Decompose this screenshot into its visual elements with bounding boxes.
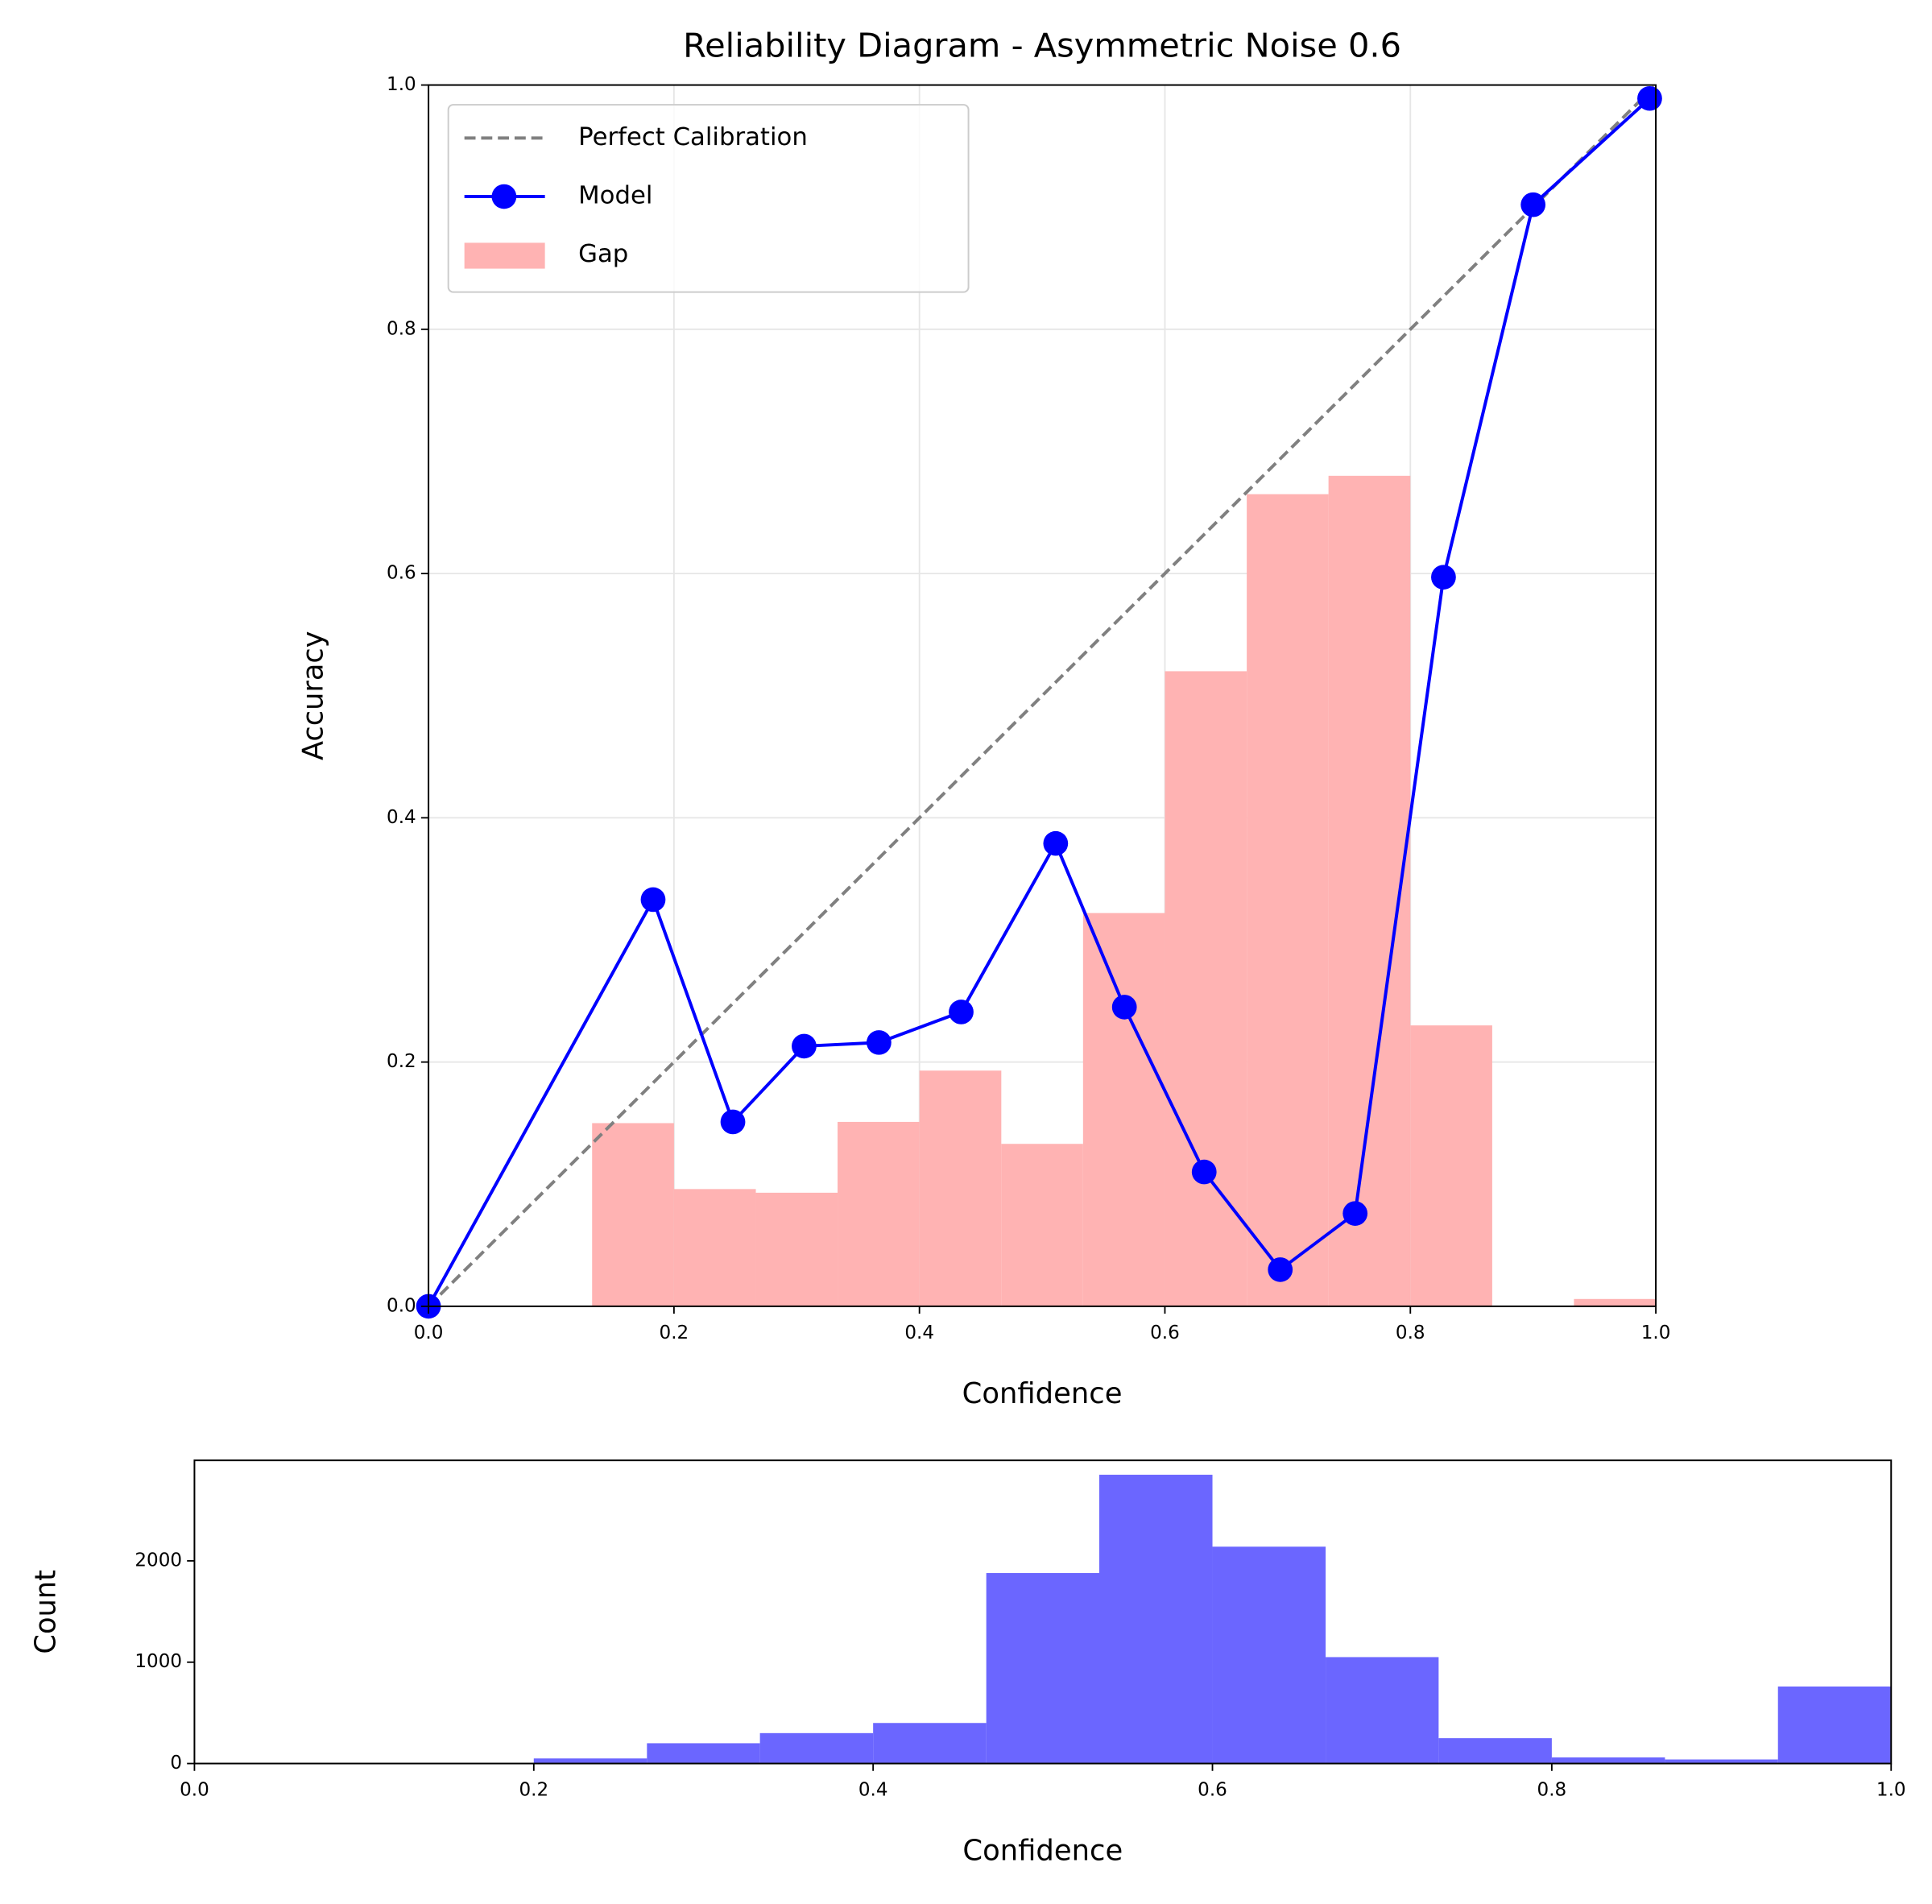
x-tick-label: 0.6 — [1150, 1322, 1180, 1343]
data-point — [867, 1030, 892, 1055]
y-axis-label: Accuracy — [297, 631, 330, 760]
y-tick-label: 0.2 — [387, 1051, 416, 1072]
series-line — [427, 97, 1651, 1307]
x-tick-label: 0.0 — [180, 1780, 209, 1801]
bar — [1001, 1144, 1083, 1306]
y-tick-label: 1.0 — [387, 74, 416, 95]
bar — [755, 1192, 838, 1306]
bar — [919, 1070, 1002, 1306]
y-axis-label: Count — [29, 1570, 62, 1654]
x-tick-label: 0.4 — [904, 1322, 934, 1343]
x-tick-label: 0.4 — [858, 1780, 888, 1801]
data-point — [1043, 830, 1069, 856]
y-tick-label: 0.6 — [387, 563, 416, 584]
axes-frame — [193, 1459, 1893, 1765]
legend-swatch — [464, 242, 545, 269]
series-line — [427, 84, 1657, 1308]
x-tick-label: 0.8 — [1537, 1780, 1567, 1801]
data-point — [1431, 565, 1456, 590]
bar — [1410, 1025, 1492, 1306]
x-tick-label: 0.8 — [1396, 1322, 1425, 1343]
y-tick-label: 0.8 — [387, 318, 416, 339]
x-axis-label: Confidence — [962, 1835, 1123, 1868]
bar — [1099, 1475, 1213, 1764]
data-point — [1111, 995, 1137, 1020]
bar — [1326, 1657, 1439, 1764]
bar — [1777, 1686, 1892, 1764]
data-point — [1268, 1257, 1293, 1282]
bar — [1212, 1546, 1326, 1764]
bar — [533, 1758, 647, 1764]
legend: Perfect Calibration Model Gap — [447, 104, 970, 293]
bar — [592, 1123, 674, 1306]
bar — [759, 1732, 874, 1764]
y-tick-label: 0.0 — [387, 1295, 416, 1316]
x-tick-label: 1.0 — [1641, 1322, 1671, 1343]
bar — [1165, 671, 1247, 1306]
legend-label: Model — [578, 182, 652, 210]
bar — [986, 1573, 1100, 1764]
y-tick-label: 1000 — [134, 1651, 182, 1672]
y-tick-label: 2000 — [134, 1550, 182, 1571]
legend-label: Perfect Calibration — [578, 123, 808, 151]
x-axis-label: Confidence — [962, 1377, 1123, 1410]
legend-marker — [491, 184, 517, 209]
y-tick-label: 0.4 — [387, 807, 416, 828]
data-point — [1637, 85, 1662, 111]
data-point — [1342, 1201, 1368, 1226]
axes-frame — [428, 84, 1657, 1307]
bar — [1247, 494, 1329, 1306]
bar — [1438, 1738, 1552, 1764]
y-tick-label: 0 — [170, 1753, 182, 1774]
bar — [1551, 1757, 1665, 1764]
x-tick-label: 0.2 — [519, 1780, 548, 1801]
bar — [1082, 913, 1165, 1306]
data-point — [640, 887, 666, 913]
legend-frame — [447, 104, 970, 293]
bar — [1574, 1298, 1657, 1306]
chart-title: Reliability Diagram - Asymmetric Noise 0… — [683, 27, 1401, 65]
data-point — [1191, 1159, 1217, 1185]
x-tick-label: 1.0 — [1876, 1780, 1906, 1801]
data-point — [792, 1033, 817, 1059]
bar — [1328, 475, 1411, 1306]
bar — [873, 1723, 987, 1764]
x-tick-label: 0.6 — [1198, 1780, 1227, 1801]
bar — [647, 1743, 760, 1764]
bar — [673, 1189, 756, 1306]
data-point — [1520, 192, 1546, 217]
data-point — [949, 1000, 974, 1024]
data-point — [720, 1109, 746, 1135]
bar — [838, 1121, 920, 1306]
x-tick-label: 0.2 — [660, 1322, 689, 1343]
legend-label: Gap — [578, 240, 628, 268]
bar — [1665, 1759, 1778, 1764]
x-tick-label: 0.0 — [414, 1322, 444, 1343]
